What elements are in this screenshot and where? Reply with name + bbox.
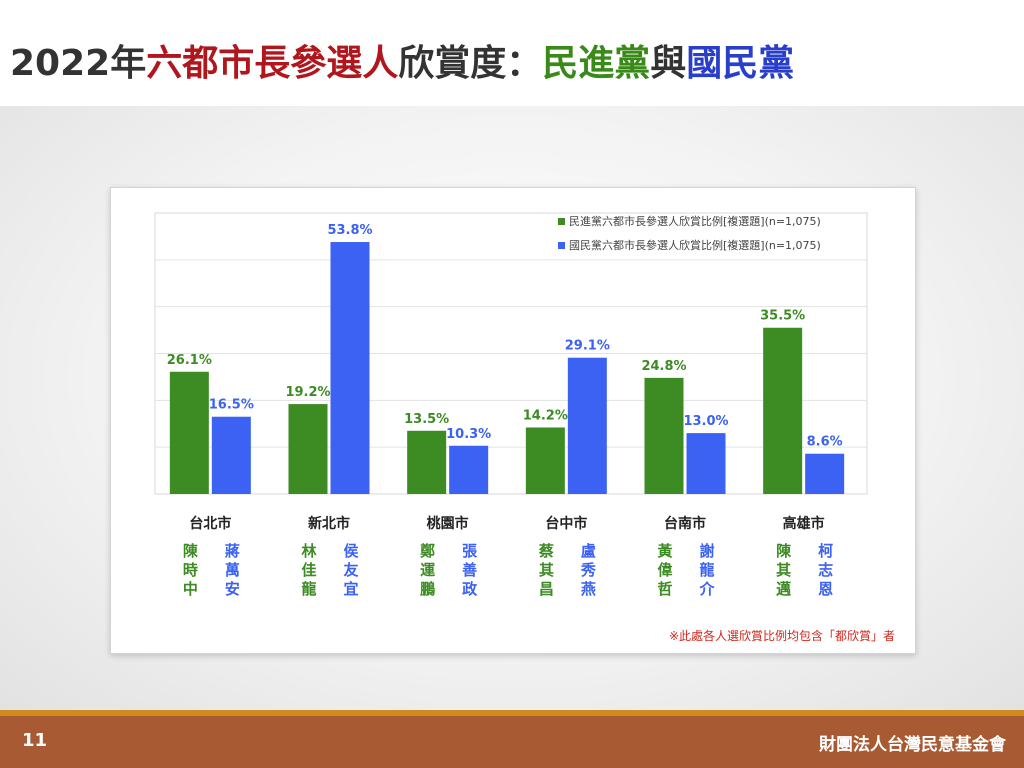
legend-swatch-dpp (558, 218, 565, 225)
data-label-dpp: 24.8% (641, 359, 686, 374)
candidate-kmt-char: 謝 (699, 542, 714, 560)
title-year: 2022年 (10, 43, 147, 84)
category-label: 新北市 (308, 515, 350, 532)
candidate-dpp-char: 蔡 (538, 542, 554, 560)
bar-kmt (449, 445, 489, 494)
candidate-dpp-char: 佳 (301, 561, 316, 579)
bar-dpp (525, 427, 565, 494)
candidate-kmt-char: 恩 (818, 580, 833, 598)
data-label-kmt: 29.1% (565, 339, 610, 354)
bar-dpp (644, 377, 684, 494)
candidate-dpp-char: 時 (183, 561, 198, 579)
legend-swatch-kmt (558, 242, 565, 249)
title-dpp: 民進黨 (542, 43, 651, 84)
bar-kmt (805, 453, 845, 494)
candidate-kmt-char: 盧 (581, 542, 596, 560)
slide-title: 2022年六都市長參選人欣賞度：民進黨與國民黨 (10, 34, 794, 86)
data-label-dpp: 13.5% (404, 412, 449, 427)
page-number: 11 (22, 730, 48, 751)
chart-card: 26.1% 16.5% 台北市陳時中蔣萬安 19.2% 53.8% 新北市林佳龍侯友宜 13… (110, 187, 916, 654)
candidate-kmt-char: 蔣 (225, 542, 240, 560)
candidate-dpp-char: 哲 (657, 580, 672, 598)
candidate-dpp-char: 黃 (657, 542, 672, 560)
data-label-dpp: 35.5% (760, 309, 805, 324)
candidate-dpp-char: 偉 (657, 561, 672, 579)
candidate-dpp-char: 陳 (183, 542, 199, 560)
data-label-kmt: 8.6% (807, 435, 843, 450)
footer-bar: 11 財團法人台灣民意基金會 (0, 716, 1024, 768)
bar-chart: 26.1%16.5%台北市陳時中蔣萬安19.2%53.8%新北市林佳龍侯友宜13… (154, 212, 895, 643)
legend-label-dpp: 民進黨六都市長參選人欣賞比例[複選題](n=1,075) (569, 214, 821, 228)
bar-dpp (763, 327, 803, 494)
category-label: 台北市 (189, 515, 231, 532)
candidate-kmt-char: 政 (462, 580, 478, 598)
candidate-dpp-char: 林 (301, 542, 317, 560)
candidate-kmt-char: 宜 (343, 580, 358, 598)
data-label-kmt: 10.3% (446, 427, 491, 442)
candidate-kmt-char: 安 (225, 580, 240, 598)
title-and: 與 (650, 43, 687, 84)
organization-name: 財團法人台灣民意基金會 (819, 735, 1006, 755)
bar-dpp (288, 404, 328, 494)
candidate-dpp-char: 鄭 (420, 542, 435, 560)
category-label: 台南市 (664, 515, 706, 532)
candidate-kmt-char: 善 (462, 561, 477, 579)
candidate-kmt-char: 介 (698, 580, 715, 598)
bar-dpp (169, 371, 209, 494)
data-label-dpp: 14.2% (523, 408, 568, 423)
candidate-kmt-char: 秀 (580, 561, 597, 579)
bar-kmt (686, 433, 726, 494)
bar-kmt (567, 357, 607, 494)
candidate-kmt-char: 侯 (343, 542, 359, 560)
candidate-dpp-char: 其 (539, 561, 554, 579)
category-label: 桃園市 (427, 515, 469, 532)
title-kmt: 國民黨 (686, 43, 795, 84)
data-label-dpp: 26.1% (167, 353, 212, 368)
chart-note: ※此處各人選欣賞比例均包含「都欣賞」者 (669, 628, 895, 643)
category-label: 高雄市 (783, 515, 825, 532)
candidate-kmt-char: 志 (818, 561, 833, 579)
candidate-kmt-char: 柯 (818, 542, 833, 560)
category-label: 台中市 (545, 515, 587, 532)
candidate-kmt-char: 張 (462, 542, 478, 560)
candidate-dpp-char: 邁 (776, 580, 791, 598)
candidate-kmt-char: 萬 (225, 561, 240, 579)
legend-label-kmt: 國民黨六都市長參選人欣賞比例[複選題](n=1,075) (569, 238, 821, 252)
bar-kmt (211, 416, 251, 494)
candidate-dpp-char: 其 (776, 561, 791, 579)
candidate-kmt-char: 燕 (581, 580, 596, 598)
candidate-dpp-char: 昌 (539, 580, 554, 598)
title-subject: 六都市長參選人 (146, 43, 399, 84)
candidate-dpp-char: 陳 (776, 542, 792, 560)
candidate-dpp-char: 鵬 (420, 580, 435, 598)
candidate-kmt-char: 友 (343, 561, 358, 579)
data-label-dpp: 19.2% (285, 385, 330, 400)
data-label-kmt: 16.5% (209, 398, 254, 413)
footer-accent-line (0, 710, 1024, 716)
candidate-dpp-char: 中 (183, 580, 198, 598)
candidate-kmt-char: 龍 (699, 561, 714, 579)
data-label-kmt: 53.8% (327, 223, 372, 238)
candidate-dpp-char: 龍 (301, 580, 316, 598)
title-bar: 2022年六都市長參選人欣賞度：民進黨與國民黨 (0, 0, 1024, 106)
bar-kmt (330, 242, 370, 494)
bar-dpp (407, 430, 447, 494)
data-label-kmt: 13.0% (683, 414, 728, 429)
title-metric: 欣賞度： (398, 43, 543, 84)
candidate-dpp-char: 運 (420, 561, 436, 579)
